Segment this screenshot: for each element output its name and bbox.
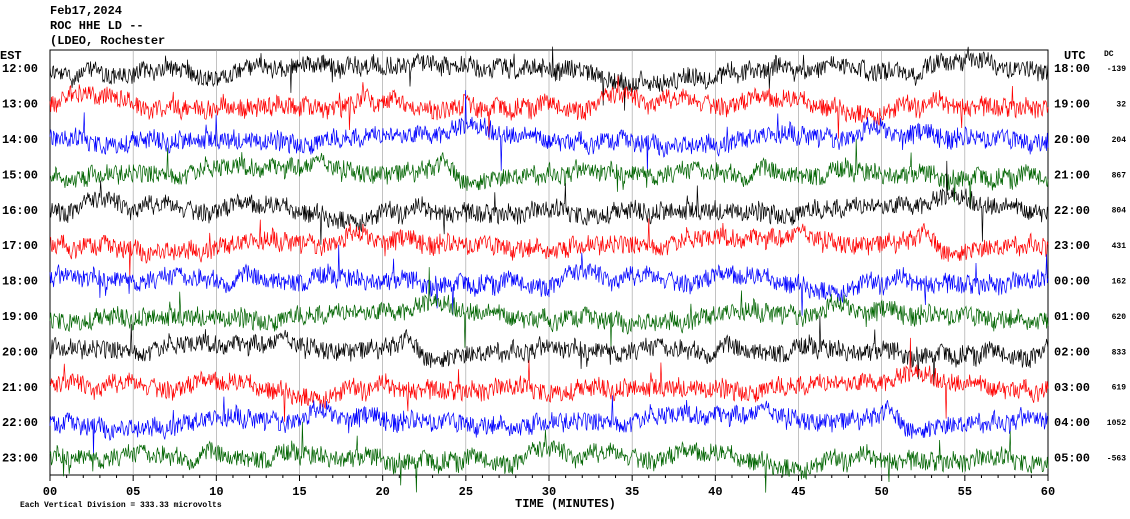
left-hour-label: 15:00 <box>2 168 38 182</box>
right-hour-label: 04:00 <box>1054 416 1090 430</box>
dc-value: -139 <box>1107 65 1126 74</box>
x-tick-label: 60 <box>1041 485 1055 499</box>
left-hour-label: 23:00 <box>2 452 38 466</box>
left-hour-label: 12:00 <box>2 62 38 76</box>
trace <box>49 244 1049 316</box>
trace <box>49 267 1049 350</box>
trace <box>49 75 1049 140</box>
trace <box>49 315 1049 387</box>
right-hour-label: 23:00 <box>1054 239 1090 253</box>
dc-value: 431 <box>1112 242 1127 251</box>
trace <box>49 421 1049 493</box>
left-hour-label: 21:00 <box>2 381 38 395</box>
trace <box>49 395 1049 456</box>
right-hour-label: 22:00 <box>1054 204 1090 218</box>
right-axis-title: UTC <box>1064 49 1086 63</box>
dc-value: 32 <box>1116 101 1126 110</box>
trace <box>49 218 1049 279</box>
right-hour-label: 18:00 <box>1054 62 1090 76</box>
x-tick-label: 20 <box>375 485 389 499</box>
left-hour-label: 13:00 <box>2 98 38 112</box>
x-tick-label: 05 <box>126 485 140 499</box>
dc-value: 1052 <box>1107 419 1126 428</box>
dc-title: DC <box>1104 50 1114 59</box>
x-tick-label: 50 <box>874 485 888 499</box>
right-hour-label: 01:00 <box>1054 310 1090 324</box>
right-hour-label: 05:00 <box>1054 452 1090 466</box>
left-hour-label: 19:00 <box>2 310 38 324</box>
left-hour-label: 16:00 <box>2 204 38 218</box>
trace <box>49 337 1049 422</box>
network: (LDEO, Rochester <box>50 34 165 48</box>
left-hour-label: 18:00 <box>2 275 38 289</box>
dc-value: 804 <box>1112 207 1127 216</box>
right-hour-label: 21:00 <box>1054 168 1090 182</box>
trace <box>49 90 1049 173</box>
dc-value: 619 <box>1112 384 1127 393</box>
right-hour-label: 19:00 <box>1054 98 1090 112</box>
x-tick-label: 35 <box>625 485 639 499</box>
x-tick-label: 15 <box>292 485 306 499</box>
dc-value: 162 <box>1112 278 1127 287</box>
dc-value: 204 <box>1112 136 1127 145</box>
station: ROC HHE LD -- <box>50 19 144 33</box>
left-hour-label: 20:00 <box>2 345 38 359</box>
right-hour-label: 00:00 <box>1054 275 1090 289</box>
left-hour-label: 17:00 <box>2 239 38 253</box>
x-tick-label: 45 <box>791 485 805 499</box>
right-hour-label: 02:00 <box>1054 345 1090 359</box>
footer: Each Vertical Division = 333.33 microvol… <box>20 501 222 510</box>
x-tick-label: 30 <box>542 485 556 499</box>
left-hour-label: 22:00 <box>2 416 38 430</box>
dc-value: 620 <box>1112 313 1127 322</box>
trace <box>49 46 1049 111</box>
left-axis-title: EST <box>0 49 22 63</box>
x-tick-label: 25 <box>459 485 473 499</box>
left-hour-label: 14:00 <box>2 133 38 147</box>
x-tick-label: 00 <box>43 485 57 499</box>
x-tick-label: 10 <box>209 485 223 499</box>
dc-value: 833 <box>1112 348 1127 357</box>
trace <box>49 138 1049 210</box>
x-tick-label: 40 <box>708 485 722 499</box>
dc-value: -563 <box>1107 455 1126 464</box>
right-hour-label: 20:00 <box>1054 133 1090 147</box>
right-hour-label: 03:00 <box>1054 381 1090 395</box>
trace <box>49 160 1049 245</box>
x-tick-label: 55 <box>958 485 972 499</box>
dc-value: 867 <box>1112 171 1127 180</box>
date: Feb17,2024 <box>50 4 122 18</box>
x-axis-title: TIME (MINUTES) <box>515 497 616 511</box>
